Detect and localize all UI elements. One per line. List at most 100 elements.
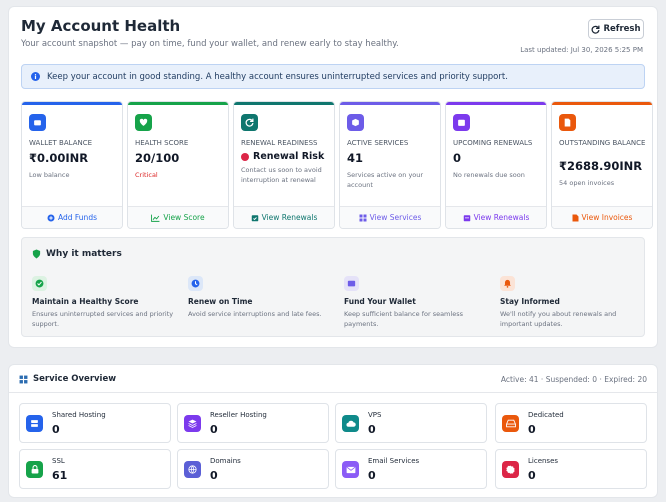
card-note: Low balance: [29, 171, 70, 179]
upcoming-renewals-card: UPCOMING RENEWALS 0 No renewals due soon…: [445, 101, 547, 229]
service-tile-dedicated[interactable]: Dedicated 0: [495, 403, 647, 443]
renewal-readiness-card: RENEWAL READINESS Renewal Risk Contact u…: [233, 101, 335, 229]
risk-indicator-icon: [241, 152, 249, 161]
service-name: Shared Hosting: [52, 411, 106, 419]
hard-drive-icon: [502, 415, 519, 432]
info-icon: i: [31, 72, 40, 81]
grid-icon: [359, 214, 367, 222]
card-label: ACTIVE SERVICES: [347, 139, 409, 147]
service-name: Dedicated: [528, 411, 564, 419]
service-tile-licenses[interactable]: Licenses 0: [495, 449, 647, 489]
service-name: VPS: [368, 411, 382, 419]
why-title-text: Why it matters: [46, 249, 122, 259]
card-label: RENEWAL READINESS: [241, 139, 318, 147]
shield-icon: [32, 249, 41, 259]
add-funds-button[interactable]: Add Funds: [22, 206, 122, 228]
invoice-icon: [572, 214, 579, 222]
server-icon: [26, 415, 43, 432]
why-item-title: Maintain a Healthy Score: [32, 297, 139, 306]
page-title: My Account Health: [21, 17, 181, 35]
service-count: 0: [368, 423, 376, 436]
chart-line-icon: [151, 214, 160, 222]
card-accent: [128, 102, 228, 105]
service-tile-shared-hosting[interactable]: Shared Hosting 0: [19, 403, 171, 443]
service-tile-domains[interactable]: Domains 0: [177, 449, 329, 489]
card-accent: [446, 102, 546, 105]
last-updated: Last updated: Jul 30, 2026 5:25 PM: [520, 46, 643, 54]
card-label: UPCOMING RENEWALS: [453, 139, 533, 147]
envelope-icon: [342, 461, 359, 478]
why-title: Why it matters: [32, 249, 122, 259]
service-overview-title: Service Overview: [19, 374, 116, 384]
page-subtitle: Your account snapshot — pay on time, fun…: [21, 39, 399, 49]
view-services-button[interactable]: View Services: [340, 206, 440, 228]
service-tile-ssl[interactable]: SSL 61: [19, 449, 171, 489]
view-renewals-button[interactable]: View Renewals: [446, 206, 546, 228]
card-action: View Invoices: [581, 213, 633, 222]
service-name: Licenses: [528, 457, 559, 465]
view-renewals-button[interactable]: View Renewals: [234, 206, 334, 228]
wallet-icon: [344, 276, 359, 291]
card-value: ₹0.00INR: [29, 151, 89, 165]
refresh-button[interactable]: Refresh: [588, 19, 644, 39]
badge-icon: [502, 461, 519, 478]
view-score-button[interactable]: View Score: [128, 206, 228, 228]
card-value: ₹2688.90INR: [559, 159, 643, 173]
service-count: 0: [210, 423, 218, 436]
plus-circle-icon: [47, 214, 55, 222]
outstanding-balance-card: OUTSTANDING BALANCE ₹2688.90INR 54 open …: [551, 101, 653, 229]
card-accent: [552, 102, 652, 105]
service-name: SSL: [52, 457, 65, 465]
service-tile-reseller-hosting[interactable]: Reseller Hosting 0: [177, 403, 329, 443]
calendar-icon: [463, 214, 471, 222]
check-circle-icon: [32, 276, 47, 291]
info-banner-text: Keep your account in good standing. A he…: [47, 71, 508, 82]
card-action: View Services: [369, 213, 422, 222]
service-tile-vps[interactable]: VPS 0: [335, 403, 487, 443]
active-services-card: ACTIVE SERVICES 41 Services active on yo…: [339, 101, 441, 229]
invoice-icon: [559, 114, 576, 131]
calendar-icon: [453, 114, 470, 131]
why-item: Stay Informed We'll notify you about ren…: [500, 276, 650, 329]
why-item-desc: We'll notify you about renewals and impo…: [500, 310, 617, 328]
service-count: 61: [52, 469, 68, 482]
card-value: Renewal Risk: [253, 151, 325, 162]
view-invoices-button[interactable]: View Invoices: [552, 206, 652, 228]
layers-icon: [184, 415, 201, 432]
service-overview-panel: Service Overview Active: 41 · Suspended:…: [8, 364, 658, 498]
why-item-title: Renew on Time: [188, 297, 253, 306]
card-value: 0: [453, 151, 462, 165]
card-action: View Score: [163, 213, 205, 222]
globe-icon: [184, 461, 201, 478]
grid-icon: [19, 375, 28, 384]
card-label: WALLET BALANCE: [29, 139, 93, 147]
wallet-icon: [29, 114, 46, 131]
service-count: 0: [528, 423, 536, 436]
card-note: No renewals due soon: [453, 171, 525, 179]
account-health-panel: My Account Health Your account snapshot …: [8, 6, 658, 348]
service-count: 0: [368, 469, 376, 482]
card-action: View Renewals: [473, 213, 530, 222]
refresh-icon: [241, 114, 258, 131]
cloud-icon: [342, 415, 359, 432]
service-tile-email-services[interactable]: Email Services 0: [335, 449, 487, 489]
why-item-desc: Avoid service interruptions and late fee…: [188, 310, 322, 318]
service-count: 0: [528, 469, 536, 482]
card-action: View Renewals: [261, 213, 318, 222]
service-name: Domains: [210, 457, 241, 465]
refresh-icon: [591, 25, 600, 34]
why-item: Fund Your Wallet Keep sufficient balance…: [344, 276, 494, 329]
info-banner: i Keep your account in good standing. A …: [21, 64, 645, 89]
bell-icon: [500, 276, 515, 291]
card-label: OUTSTANDING BALANCE: [559, 139, 646, 147]
why-item-desc: Ensures uninterrupted services and prior…: [32, 310, 174, 328]
card-note: Contact us soon to avoid interruption at…: [241, 166, 322, 184]
heart-icon: [135, 114, 152, 131]
card-note: 54 open invoices: [559, 179, 615, 187]
why-it-matters-section: Why it matters Maintain a Healthy Score …: [21, 237, 645, 337]
why-item-title: Stay Informed: [500, 297, 560, 306]
wallet-balance-card: WALLET BALANCE ₹0.00INR Low balance Add …: [21, 101, 123, 229]
service-count: 0: [52, 423, 60, 436]
card-accent: [234, 102, 334, 105]
service-overview-header: Service Overview Active: 41 · Suspended:…: [9, 365, 657, 393]
